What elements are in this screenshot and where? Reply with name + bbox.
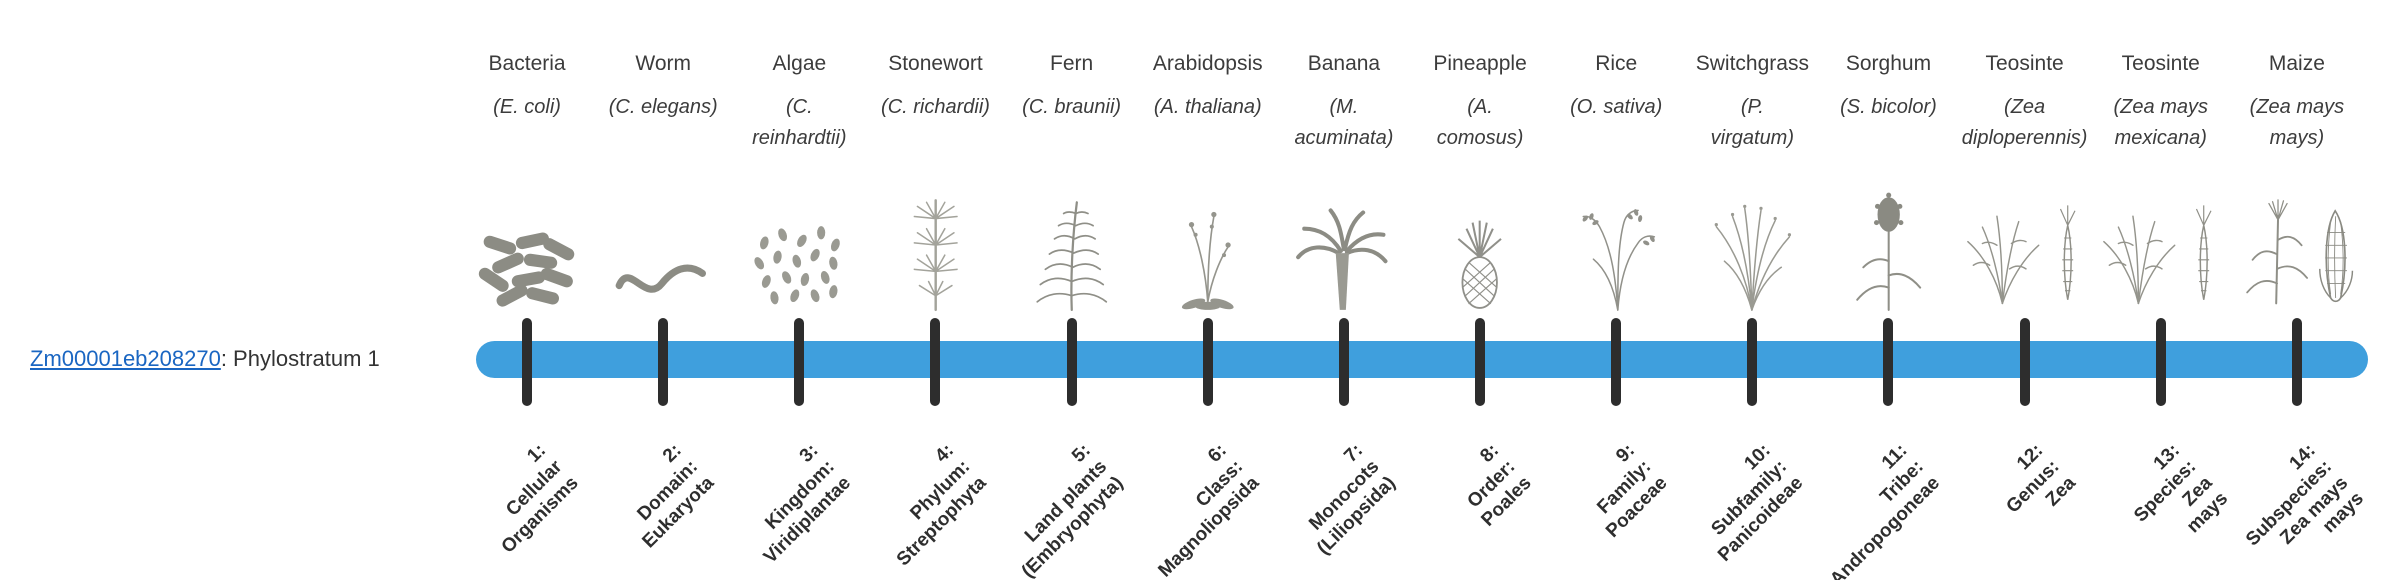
phylostratum-rank-label: 13: Species: Zea mays [2129, 440, 2232, 538]
phylostratum-rank-label: 10: Subfamily: Panicoideae [1707, 440, 1808, 566]
phylostratum-column: Algae (C. reinhardtii) 3: Kingdom: Virid… [731, 0, 867, 580]
phylostratum-rank-label: 14: Subspecies: Zea mays mays [2241, 440, 2369, 551]
phylostratum-tick [1611, 318, 1622, 406]
fern-icon [1004, 172, 1140, 314]
phylostratum-tick [794, 318, 805, 406]
switchgrass-icon [1684, 172, 1820, 314]
sorghum-icon [1820, 172, 1956, 314]
organism-common-name: Teosinte [1985, 52, 2064, 75]
timeline-bar [476, 341, 2368, 378]
phylostratum-rank-label: 7: Monocots (Liliopsida) [1304, 440, 1400, 559]
organism-scientific-name: (A. thaliana) [1153, 96, 1262, 118]
phylostratum-tick [1883, 318, 1894, 406]
teosinte-icon [2093, 172, 2229, 314]
gene-id-link[interactable]: Zm00001eb208270 [30, 346, 221, 371]
phylostratum-text: : Phylostratum 1 [220, 346, 380, 371]
organism-common-name: Maize [2268, 52, 2325, 75]
organism-common-name: Sorghum [1845, 52, 1932, 75]
phylostratum-column: Switchgrass (P. virgatum) 10: Subfamily:… [1684, 0, 1820, 580]
organism-scientific-name: (Zea diploperennis) [1961, 96, 2088, 149]
organism-scientific-name: (C. richardii) [881, 96, 990, 118]
organism-common-name: Switchgrass [1695, 52, 1809, 75]
phylostratum-column: Pineapple (A. comosus) 8: Order: Poales [1412, 0, 1548, 580]
phylostratum-column: Teosinte (Zea diploperennis) 12: Genus: … [1957, 0, 2093, 580]
organism-scientific-name: (C. braunii) [1022, 96, 1122, 118]
phylostratum-rank-label: 8: Order: Poales [1463, 440, 1536, 531]
strata-columns: Bacteria (E. coli) 1: Cellular Organisms… [459, 0, 2368, 580]
phylostratum-tick [1338, 318, 1349, 406]
organism-scientific-name: (S. bicolor) [1840, 96, 1937, 118]
organism-common-name: Teosinte [2121, 52, 2200, 75]
phylostratum-column: Maize (Zea mays mays) 14: Subspecies: Ze… [2229, 0, 2368, 580]
organism-common-name: Worm [635, 52, 692, 75]
phylostratum-column: Stonewort (C. richardii) 4: Phylum: Stre… [867, 0, 1003, 580]
organism-scientific-name: (Zea mays mays) [2249, 96, 2345, 149]
organism-scientific-name: (A. comosus) [1436, 96, 1524, 149]
organism-scientific-name: (C. elegans) [608, 96, 718, 118]
phylostratum-column: Teosinte (Zea mays mexicana) 13: Species… [2093, 0, 2232, 580]
organism-scientific-name: (O. sativa) [1570, 96, 1663, 118]
phylostratum-rank-label: 12: Genus: Zea [2002, 440, 2080, 518]
phylostratum-rank-label: 6: Class: Magnoliopsida [1153, 440, 1263, 580]
pineapple-icon [1412, 172, 1548, 314]
phylostratum-rank-label: 1: Cellular Organisms [497, 440, 583, 558]
phylostratum-tick [1747, 318, 1758, 406]
phylostratum-tick [1066, 318, 1077, 406]
organism-scientific-name: (P. virgatum) [1710, 96, 1795, 149]
organism-common-name: Banana [1307, 52, 1381, 75]
phylostratum-tick [658, 318, 669, 406]
phylostratum-column: Banana (M. acuminata) 7: Monocots (Lilio… [1276, 0, 1412, 580]
gene-label: Zm00001eb208270: Phylostratum 1 [30, 346, 380, 372]
phylostratum-rank-label: 3: Kingdom: Viridiplantae [759, 440, 855, 568]
organism-common-name: Rice [1595, 52, 1638, 75]
banana-icon [1276, 172, 1412, 314]
algae-icon [731, 172, 867, 314]
phylostratum-tick [2155, 318, 2166, 406]
phylostratum-tick [2291, 318, 2302, 406]
phylostratum-column: Bacteria (E. coli) 1: Cellular Organisms [459, 0, 595, 580]
organism-common-name: Fern [1050, 52, 1094, 75]
worm-icon [595, 172, 731, 314]
arabidopsis-icon [1140, 172, 1276, 314]
organism-common-name: Bacteria [488, 52, 566, 75]
phylostratum-rank-label: 4: Phylum: Streptophyta [892, 440, 991, 570]
phylostratum-tick [2019, 318, 2030, 406]
phylostratum-rank-label: 5: Land plants (Embryophyta) [1017, 440, 1127, 580]
phylostratum-tick [930, 318, 941, 406]
organism-scientific-name: (E. coli) [493, 96, 561, 118]
stonewort-icon [867, 172, 1003, 314]
phylostratum-tick [522, 318, 533, 406]
rice-icon [1548, 172, 1684, 314]
phylostratum-tick [1202, 318, 1213, 406]
organism-scientific-name: (Zea mays mexicana) [2113, 96, 2208, 149]
phylostratum-tick [1475, 318, 1486, 406]
phylostratum-column: Fern (C. braunii) 5: Land plants (Embryo… [1004, 0, 1140, 580]
phylostratum-column: Rice (O. sativa) 9: Family: Poaceae [1548, 0, 1684, 580]
organism-common-name: Stonewort [888, 52, 983, 75]
phylostratum-column: Arabidopsis (A. thaliana) 6: Class: Magn… [1140, 0, 1276, 580]
teosinte-icon [1957, 172, 2093, 314]
phylostratum-rank-label: 9: Family: Poaceae [1593, 440, 1672, 542]
phylostratum-column: Worm (C. elegans) 2: Domain: Eukaryota [595, 0, 731, 580]
organism-scientific-name: (C. reinhardtii) [752, 96, 847, 149]
organism-scientific-name: (M. acuminata) [1294, 96, 1394, 149]
phylostratum-rank-label: 2: Domain: Eukaryota [633, 440, 719, 553]
organism-common-name: Arabidopsis [1152, 52, 1263, 75]
maize-icon [2229, 172, 2365, 314]
phylostratum-column: Sorghum (S. bicolor) 11: Tribe: Andropog… [1820, 0, 1956, 580]
organism-common-name: Pineapple [1433, 52, 1527, 75]
organism-common-name: Algae [772, 52, 827, 75]
bacteria-icon [459, 172, 595, 314]
